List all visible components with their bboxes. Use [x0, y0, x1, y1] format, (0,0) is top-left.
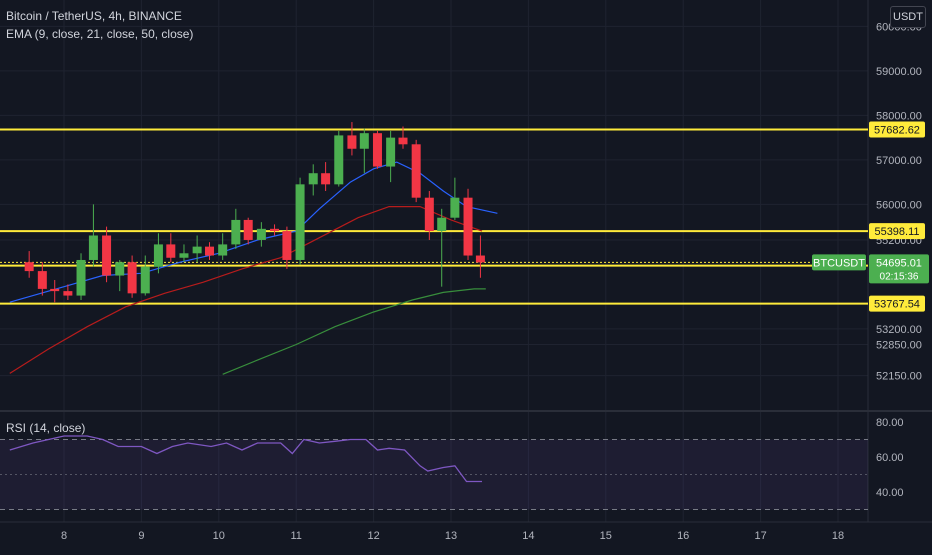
candle-body[interactable]	[231, 219, 241, 245]
x-axis-tick-label: 9	[138, 530, 144, 542]
rsi-axis-tick-label: 40.00	[876, 487, 904, 499]
candle-body[interactable]	[334, 135, 344, 185]
y-axis-tick-label: 52150.00	[876, 371, 922, 383]
candle-body[interactable]	[127, 262, 137, 294]
symbol-title[interactable]: Bitcoin / TetherUS, 4h, BINANCE	[6, 9, 182, 23]
candle-body[interactable]	[386, 137, 396, 167]
candle-body[interactable]	[50, 288, 60, 292]
candle-body[interactable]	[102, 235, 112, 276]
candle-body[interactable]	[256, 228, 266, 240]
level-price-tag[interactable]	[869, 295, 925, 312]
candle-body[interactable]	[192, 246, 202, 254]
x-axis-tick-label: 17	[754, 530, 766, 542]
x-axis-tick-label: 15	[600, 530, 612, 542]
currency-button[interactable]: USDT	[890, 6, 926, 28]
candle-body[interactable]	[450, 197, 460, 218]
y-axis-tick-label: 53200.00	[876, 324, 922, 336]
symbol-tag	[812, 254, 866, 271]
candle-body[interactable]	[37, 271, 47, 289]
level-price-label: 53767.54	[874, 299, 920, 311]
x-axis-tick-label: 18	[832, 530, 844, 542]
candle-body[interactable]	[372, 133, 382, 167]
x-axis-tick-label: 10	[213, 530, 225, 542]
x-axis-tick-label: 8	[61, 530, 67, 542]
level-price-tag[interactable]	[869, 223, 925, 240]
candle-body[interactable]	[63, 291, 73, 296]
candle-body[interactable]	[76, 259, 86, 296]
current-price-tag	[869, 254, 929, 284]
bar-countdown-label: 02:15:36	[880, 271, 919, 282]
x-axis-tick-label: 11	[290, 530, 301, 542]
y-axis-tick-label: 52850.00	[876, 340, 922, 352]
candle-body[interactable]	[437, 217, 447, 232]
rsi-indicator-legend[interactable]: RSI (14, close)	[6, 421, 86, 435]
candle-body[interactable]	[179, 253, 189, 258]
candle-body[interactable]	[295, 184, 305, 260]
rsi-axis-tick-label: 80.00	[876, 417, 904, 429]
candle-body[interactable]	[140, 266, 150, 294]
candle-body[interactable]	[270, 228, 280, 232]
candle-body[interactable]	[308, 173, 318, 185]
candle-body[interactable]	[475, 255, 485, 263]
rsi-band-fill	[0, 439, 868, 510]
candle-body[interactable]	[166, 244, 176, 258]
candle-body[interactable]	[153, 244, 163, 267]
x-axis-tick-label: 16	[677, 530, 689, 542]
candle-body[interactable]	[411, 144, 421, 198]
level-price-label: 57682.62	[874, 125, 920, 137]
x-axis-tick-label: 12	[367, 530, 379, 542]
symbol-tag-label: BTCUSDT	[813, 257, 865, 269]
candle-body[interactable]	[321, 173, 331, 185]
ema-21-line	[9, 206, 483, 374]
candle-body[interactable]	[463, 197, 473, 256]
current-price-label: 54695.01	[876, 257, 922, 269]
candle-body[interactable]	[24, 262, 34, 272]
rsi-axis-tick-label: 60.00	[876, 452, 904, 464]
candle-body[interactable]	[218, 244, 228, 256]
candle-body[interactable]	[88, 235, 98, 260]
x-axis-tick-label: 13	[445, 530, 457, 542]
y-axis-tick-label: 59000.00	[876, 66, 922, 78]
level-price-tag[interactable]	[869, 121, 925, 138]
y-axis-tick-label: 57000.00	[876, 155, 922, 167]
ema-indicator-legend[interactable]: EMA (9, close, 21, close, 50, close)	[6, 27, 194, 41]
candle-body[interactable]	[282, 231, 292, 260]
candle-body[interactable]	[424, 197, 434, 232]
candle-body[interactable]	[243, 219, 253, 240]
y-axis-tick-label: 58000.00	[876, 110, 922, 122]
level-price-label: 55398.11	[874, 226, 919, 238]
y-axis-tick-label: 56000.00	[876, 199, 922, 211]
candle-body[interactable]	[115, 262, 125, 276]
x-axis-tick-label: 14	[522, 530, 534, 542]
candle-body[interactable]	[398, 137, 408, 145]
ema-50-line	[222, 288, 486, 375]
candle-body[interactable]	[347, 135, 357, 149]
candle-body[interactable]	[205, 246, 215, 256]
candle-body[interactable]	[359, 133, 369, 149]
rsi-line	[9, 435, 482, 483]
